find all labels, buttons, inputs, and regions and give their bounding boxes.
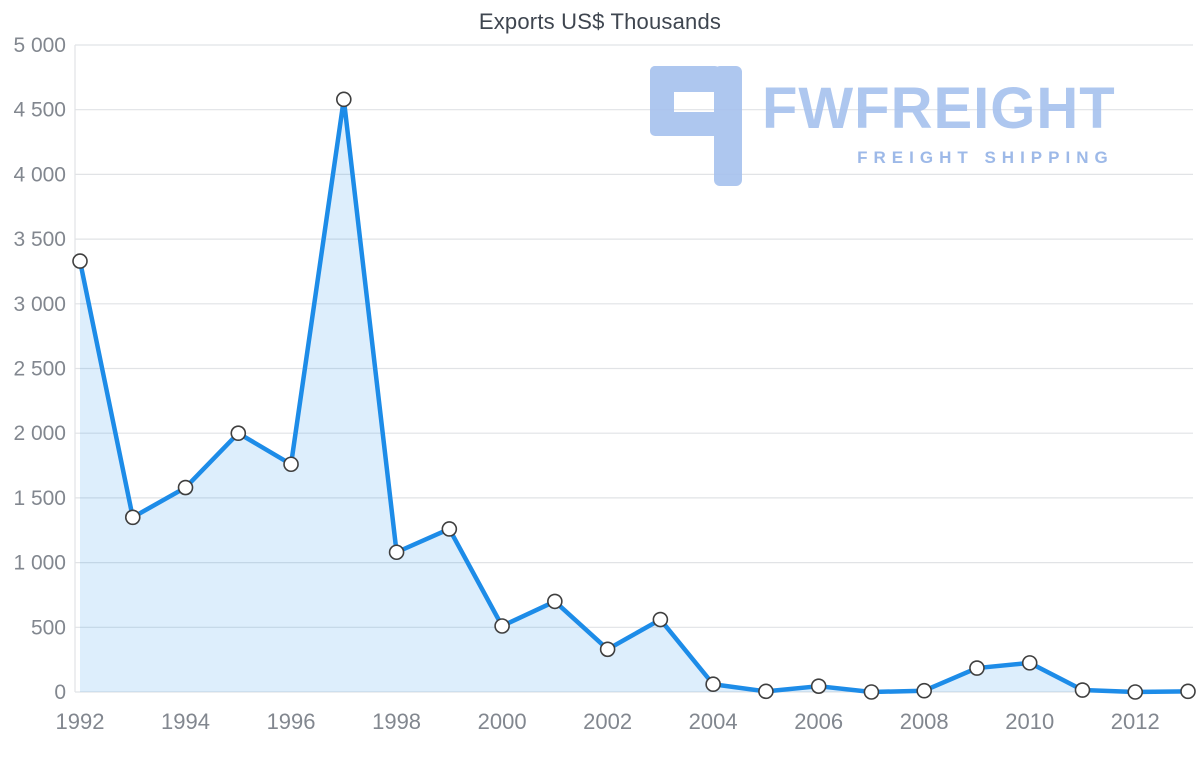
y-tick-label: 5 000 <box>13 34 66 57</box>
y-tick-label: 2 000 <box>13 422 66 445</box>
chart-title: Exports US$ Thousands <box>478 9 722 34</box>
data-point-marker <box>336 91 352 108</box>
x-tick-label: 2002 <box>583 709 632 734</box>
data-point-marker <box>969 660 985 676</box>
y-tick-label: 1 500 <box>13 487 66 510</box>
y-tick-label: 4 500 <box>13 99 66 122</box>
x-tick-label: 2000 <box>478 709 527 734</box>
data-point-marker <box>388 544 405 561</box>
data-point-marker <box>758 683 774 700</box>
x-tick-label: 2012 <box>1111 709 1160 734</box>
data-point-marker <box>283 456 299 473</box>
data-point-marker <box>1021 655 1038 671</box>
x-tick-label: 2008 <box>900 709 949 734</box>
x-tick-label: 2010 <box>1005 709 1054 734</box>
data-point-marker <box>1074 682 1091 698</box>
line-series <box>77 97 1191 695</box>
x-tick-label: 2006 <box>794 709 843 734</box>
data-point-marker <box>599 641 616 658</box>
data-point-marker <box>863 684 880 700</box>
data-point-marker <box>177 479 194 496</box>
data-point-marker <box>441 521 458 537</box>
data-point-marker <box>810 678 827 694</box>
data-point-marker <box>916 682 932 699</box>
y-tick-label: 500 <box>31 616 66 639</box>
area-fill <box>80 99 1188 692</box>
x-tick-label: 2004 <box>689 709 738 734</box>
y-tick-label: 3 000 <box>13 293 66 316</box>
y-tick-label: 4 000 <box>13 163 66 186</box>
y-tick-label: 0 <box>54 681 66 704</box>
x-tick-label: 1994 <box>161 709 210 734</box>
data-point-marker <box>652 611 669 628</box>
data-point-marker <box>230 425 247 442</box>
x-tick-label: 1992 <box>56 709 105 734</box>
y-tick-label: 3 500 <box>13 228 66 251</box>
data-point-marker <box>547 593 563 610</box>
y-tick-label: 2 500 <box>13 358 66 381</box>
data-point-marker <box>1127 684 1144 700</box>
data-point-marker <box>72 253 88 269</box>
x-tick-label: 1996 <box>267 709 316 734</box>
data-point-marker <box>124 509 141 526</box>
y-tick-label: 1 000 <box>13 552 66 575</box>
data-point-marker <box>494 618 510 634</box>
x-tick-label: 1998 <box>372 709 421 734</box>
data-point-marker <box>705 676 721 693</box>
data-point-marker <box>1180 683 1196 700</box>
